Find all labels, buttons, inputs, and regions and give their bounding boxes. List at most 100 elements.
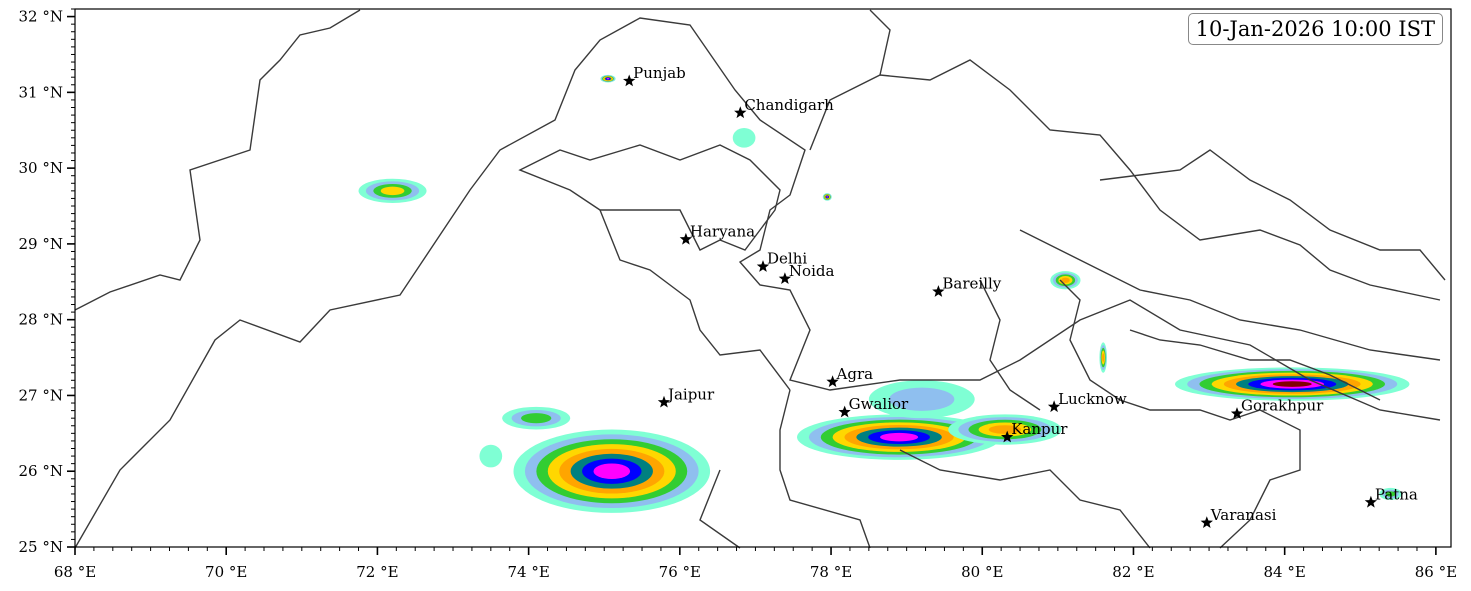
city-label: Chandigarh <box>744 96 834 114</box>
city-marker: Patna <box>1364 485 1418 508</box>
star-icon <box>657 395 671 408</box>
precip-cell <box>822 193 832 201</box>
precip-cell <box>797 414 1002 460</box>
lon-tick-label: 70 °E <box>205 563 247 581</box>
star-icon <box>623 74 636 87</box>
lon-tick-label: 76 °E <box>659 563 701 581</box>
lat-tick-label: 25 °N <box>19 538 63 556</box>
city-marker: Varanasi <box>1200 506 1277 528</box>
city-marker: Kanpur <box>1001 420 1068 443</box>
city-label: Lucknow <box>1058 390 1127 408</box>
boundary-line <box>599 209 791 391</box>
lat-tick-label: 27 °N <box>19 386 63 404</box>
lat-tick-label: 32 °N <box>19 8 63 26</box>
city-label: Gorakhpur <box>1241 397 1324 415</box>
precip-cell <box>1379 487 1402 501</box>
precip-cell <box>948 414 1062 445</box>
star-icon <box>1047 400 1061 413</box>
precip-cell <box>732 127 756 148</box>
precip-contour <box>1272 381 1312 387</box>
city-label: Noida <box>789 262 835 280</box>
city-marker: Gwalior <box>838 395 909 418</box>
precip-contour <box>988 425 1022 434</box>
boundary-line <box>74 9 361 311</box>
precipitation-layer <box>358 74 1410 513</box>
star-icon <box>1230 407 1244 419</box>
boundary-line <box>1019 229 1441 361</box>
precip-contour <box>479 444 503 468</box>
city-marker: Jaipur <box>657 385 715 408</box>
star-icon <box>778 272 792 284</box>
precip-contour <box>732 127 756 148</box>
city-label: Bareilly <box>942 275 1001 293</box>
city-label: Punjab <box>633 64 686 82</box>
precip-contour <box>1385 491 1396 497</box>
city-label: Jaipur <box>666 385 715 403</box>
city-marker: Bareilly <box>932 275 1002 297</box>
boundary-line <box>869 9 891 76</box>
boundary-line <box>1099 149 1446 281</box>
city-label: Varanasi <box>1210 506 1277 524</box>
precip-contour <box>521 413 552 424</box>
boundary-line <box>979 279 1041 411</box>
lat-tick-label: 28 °N <box>19 311 63 329</box>
precip-contour <box>1102 353 1105 362</box>
city-marker: Lucknow <box>1047 390 1127 413</box>
boundary-line <box>1059 279 1301 549</box>
map-frame <box>74 8 1452 548</box>
lon-tick-label: 74 °E <box>507 563 549 581</box>
city-label: Delhi <box>767 250 807 268</box>
precip-contour <box>826 196 829 198</box>
star-icon <box>734 106 747 119</box>
city-label: Patna <box>1375 485 1418 503</box>
lon-tick-label: 84 °E <box>1264 563 1306 581</box>
timestamp-label: 10-Jan-2026 10:00 IST <box>1187 13 1443 45</box>
boundary-line <box>74 17 1441 549</box>
precip-cell <box>1175 367 1410 401</box>
city-label: Gwalior <box>849 395 909 413</box>
star-icon <box>1200 516 1213 528</box>
star-icon <box>679 232 693 245</box>
state-boundaries <box>74 9 1446 549</box>
city-marker: Haryana <box>679 222 755 245</box>
precip-cell <box>502 406 571 430</box>
city-marker: Punjab <box>623 64 686 87</box>
city-marker: Noida <box>778 262 835 284</box>
lat-tick-label: 29 °N <box>19 235 63 253</box>
precip-cell <box>600 74 616 83</box>
precip-contour <box>1061 277 1070 283</box>
precip-cell <box>358 178 427 203</box>
star-icon <box>1364 495 1377 508</box>
lon-tick-label: 86 °E <box>1415 563 1457 581</box>
city-label: Agra <box>836 365 874 383</box>
city-marker: Delhi <box>756 250 807 272</box>
city-marker: Chandigarh <box>734 96 834 119</box>
lon-tick-label: 80 °E <box>961 563 1003 581</box>
boundary-line <box>779 389 871 549</box>
precip-contour <box>880 432 919 442</box>
lat-tick-label: 30 °N <box>19 159 63 177</box>
precip-cell <box>513 429 711 513</box>
city-label: Haryana <box>690 222 755 240</box>
precip-contour <box>606 78 610 80</box>
city-label: Kanpur <box>1011 420 1068 438</box>
boundary-line <box>899 449 1151 549</box>
precip-contour <box>889 387 955 411</box>
precip-cell <box>1050 271 1081 290</box>
lon-tick-label: 72 °E <box>356 563 398 581</box>
boundary-line <box>518 144 781 251</box>
map-axes: 68 °E 70 °E 72 °E 74 °E 76 °E 78 °E 80 °E 82 °E… <box>19 8 1458 581</box>
star-icon <box>756 260 770 272</box>
lat-tick-label: 31 °N <box>19 83 63 101</box>
precip-contour <box>380 186 405 196</box>
city-marker: Gorakhpur <box>1230 397 1324 419</box>
city-marker: Agra <box>826 365 874 388</box>
lat-tick-label: 26 °N <box>19 462 63 480</box>
precip-cell <box>1099 342 1107 373</box>
star-icon <box>932 285 945 297</box>
lon-tick-label: 78 °E <box>810 563 852 581</box>
boundary-line <box>1129 329 1381 401</box>
precip-contour <box>593 463 631 479</box>
